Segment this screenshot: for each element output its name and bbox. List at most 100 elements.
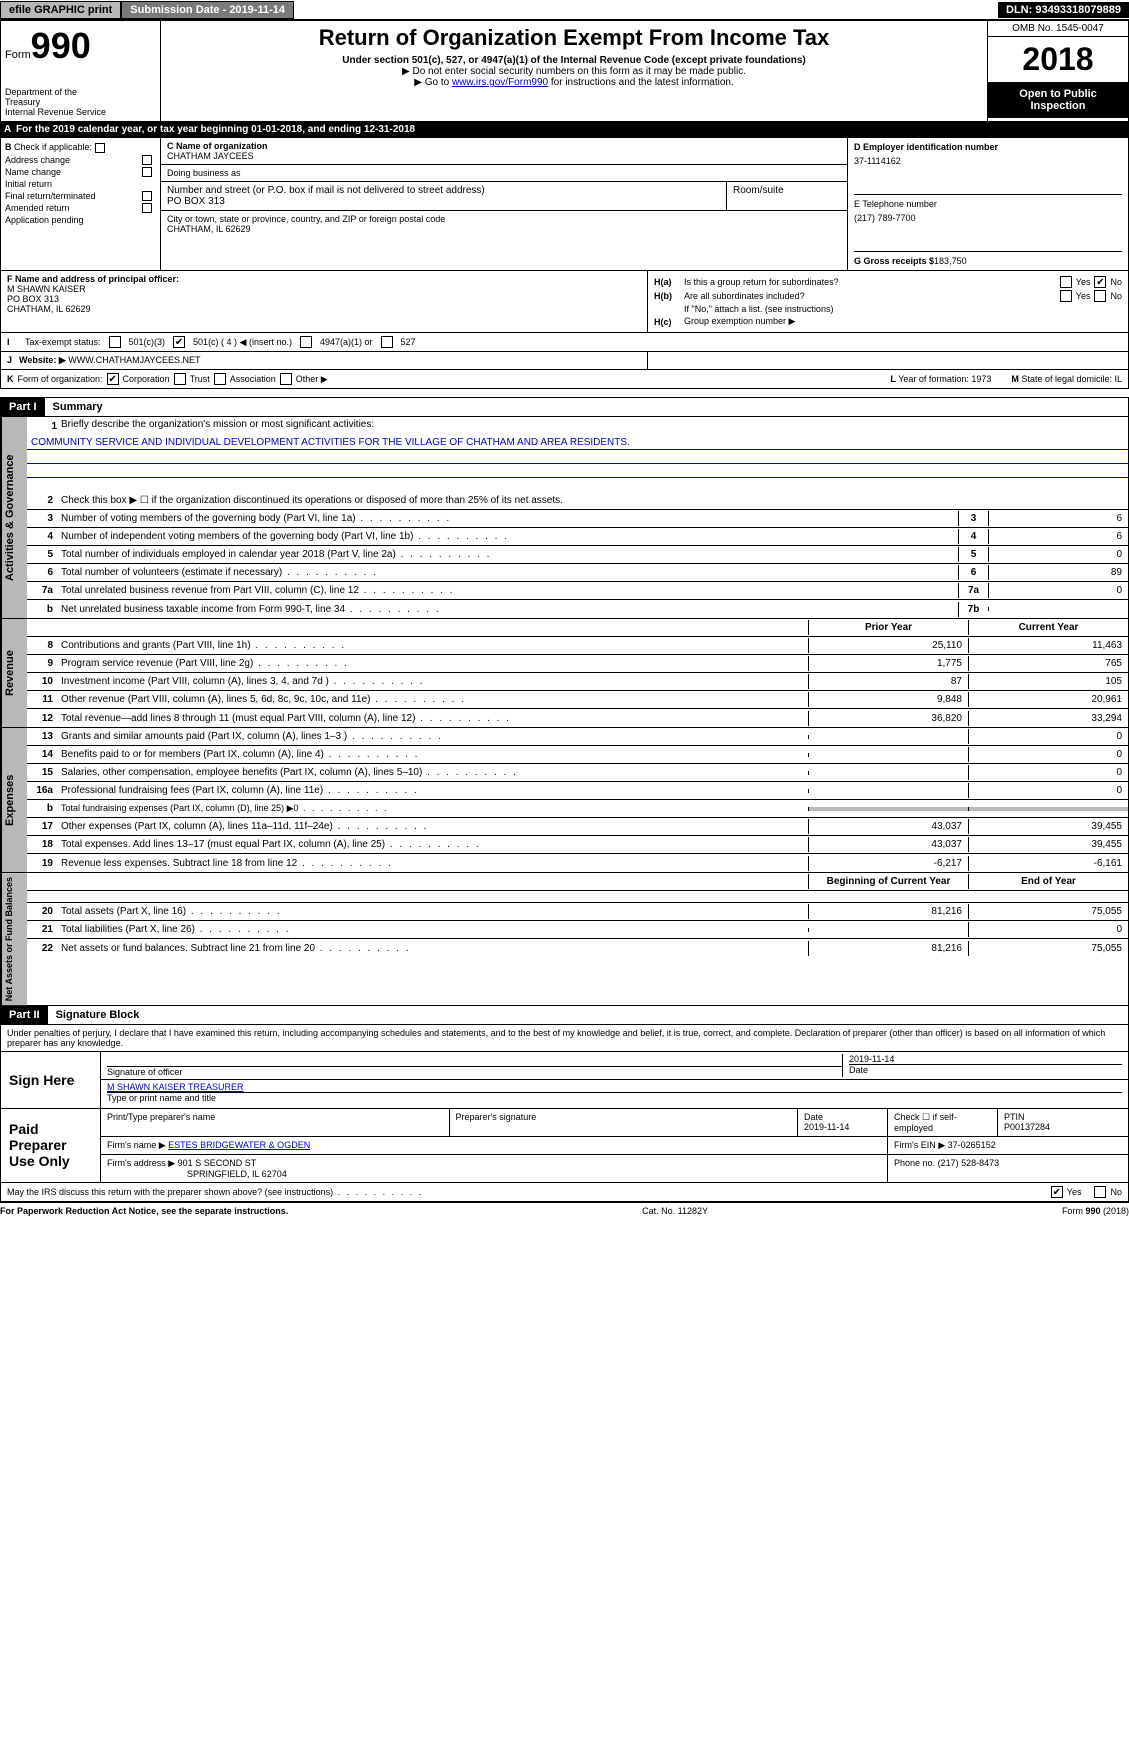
part2-header: Part II Signature Block (0, 1006, 1129, 1025)
ein-value: 37-1114162 (854, 156, 1122, 166)
signature-block: Under penalties of perjury, I declare th… (0, 1025, 1129, 1202)
row-fh: F Name and address of principal officer:… (0, 271, 1129, 333)
net-line: 20Total assets (Part X, line 16)81,21675… (27, 903, 1128, 921)
subtitle-1: Under section 501(c), 527, or 4947(a)(1)… (169, 55, 979, 66)
527-checkbox[interactable] (381, 336, 393, 348)
gov-line: 4Number of independent voting members of… (27, 528, 1128, 546)
b-label: B (5, 142, 12, 152)
gov-line: 6Total number of volunteers (estimate if… (27, 564, 1128, 582)
sig-name-line: M SHAWN KAISER TREASURER Type or print n… (101, 1080, 1128, 1106)
part1-header: Part I Summary (0, 397, 1129, 417)
row-j: J Website: ▶ WWW.CHATHAMJAYCEES.NET (0, 352, 1129, 370)
title-box: Return of Organization Exempt From Incom… (161, 21, 988, 121)
ha-no-checkbox[interactable] (1094, 276, 1106, 288)
hb-no-checkbox[interactable] (1094, 290, 1106, 302)
header-row: Form990 Department of theTreasuryInterna… (0, 20, 1129, 122)
check-address: Address change (5, 155, 156, 165)
dln-label: DLN: 93493318079889 (998, 2, 1129, 18)
rev-line: 12Total revenue—add lines 8 through 11 (… (27, 709, 1128, 727)
rev-header: Prior Year Current Year (27, 619, 1128, 637)
gross-row: G Gross receipts $183,750 (854, 256, 1122, 266)
sig-officer-line: Signature of officer 2019-11-14 Date (101, 1052, 1128, 1080)
street-row: Number and street (or P.O. box if mail i… (161, 182, 727, 210)
governance-section: Activities & Governance 1 Briefly descri… (0, 417, 1129, 619)
checkbox[interactable] (142, 191, 152, 201)
row-i: I Tax-exempt status: 501(c)(3) 501(c) ( … (0, 333, 1129, 352)
top-bar: efile GRAPHIC print Submission Date - 20… (0, 0, 1129, 20)
tax-year: 2018 (988, 37, 1128, 82)
vtab-netassets: Net Assets or Fund Balances (1, 873, 27, 1005)
irs-link[interactable]: www.irs.gov/Form990 (452, 77, 548, 88)
sign-here-label: Sign Here (1, 1052, 101, 1108)
assoc-checkbox[interactable] (214, 373, 226, 385)
col-d: D Employer identification number 37-1114… (848, 138, 1128, 270)
expenses-section: Expenses 13Grants and similar amounts pa… (0, 728, 1129, 873)
gov-line: bNet unrelated business taxable income f… (27, 600, 1128, 618)
officer-addr2: CHATHAM, IL 62629 (7, 304, 641, 314)
col-h: H(a) Is this a group return for subordin… (648, 271, 1128, 332)
section-bcd: B Check if applicable: Address change Na… (0, 137, 1129, 271)
ha-row: H(a) Is this a group return for subordin… (654, 276, 1122, 288)
net-line: 21Total liabilities (Part X, line 26)0 (27, 921, 1128, 939)
gross-value: 183,750 (934, 256, 967, 266)
ha-yes-checkbox[interactable] (1060, 276, 1072, 288)
prep-line-1: Print/Type preparer's name Preparer's si… (101, 1109, 1128, 1137)
exp-line: 16aProfessional fundraising fees (Part I… (27, 782, 1128, 800)
rev-line: 10Investment income (Part VIII, column (… (27, 673, 1128, 691)
mission-text: COMMUNITY SERVICE AND INDIVIDUAL DEVELOP… (27, 436, 1128, 450)
tel-value: (217) 789-7700 (854, 213, 1122, 223)
prep-line-2: Firm's name ▶ ESTES BRIDGEWATER & OGDEN … (101, 1137, 1128, 1155)
officer-name: M SHAWN KAISER (7, 284, 641, 294)
form-title: Return of Organization Exempt From Incom… (169, 25, 979, 51)
omb-number: OMB No. 1545-0047 (988, 21, 1128, 37)
checkbox[interactable] (142, 203, 152, 213)
checkbox[interactable] (142, 167, 152, 177)
hb-yes-checkbox[interactable] (1060, 290, 1072, 302)
city-value: CHATHAM, IL 62629 (167, 224, 841, 234)
501c3-checkbox[interactable] (109, 336, 121, 348)
form-prefix: Form (5, 49, 31, 61)
footer-center: Cat. No. 11282Y (642, 1206, 708, 1216)
mission-blank3 (27, 478, 1128, 492)
room-row: Room/suite (727, 182, 847, 210)
efile-label: efile GRAPHIC print (0, 1, 121, 19)
col-c: C Name of organization CHATHAM JAYCEES D… (161, 138, 848, 270)
row-a-label: A (4, 124, 16, 135)
prep-line-3: Firm's address ▶ 901 S SECOND STSPRINGFI… (101, 1155, 1128, 1182)
row-a-text: For the 2019 calendar year, or tax year … (16, 124, 415, 135)
check-pending: Application pending (5, 215, 156, 225)
rev-line: 8Contributions and grants (Part VIII, li… (27, 637, 1128, 655)
other-checkbox[interactable] (280, 373, 292, 385)
hc-row: H(c) Group exemption number ▶ (654, 316, 1122, 327)
footer-left: For Paperwork Reduction Act Notice, see … (0, 1206, 288, 1216)
exp-line: 18Total expenses. Add lines 13–17 (must … (27, 836, 1128, 854)
col-b: B Check if applicable: Address change Na… (1, 138, 161, 270)
checkbox[interactable] (142, 155, 152, 165)
dba-row: Doing business as (161, 165, 847, 182)
checkbox[interactable] (95, 143, 105, 153)
discuss-yes-checkbox[interactable] (1051, 1186, 1063, 1198)
check-name: Name change (5, 167, 156, 177)
corp-checkbox[interactable] (107, 373, 119, 385)
gov-line: 5Total number of individuals employed in… (27, 546, 1128, 564)
501c-checkbox[interactable] (173, 336, 185, 348)
street-value: PO BOX 313 (167, 196, 720, 207)
4947-checkbox[interactable] (300, 336, 312, 348)
gov-line: 7aTotal unrelated business revenue from … (27, 582, 1128, 600)
footer-right: Form 990 (2018) (1062, 1206, 1129, 1216)
trust-checkbox[interactable] (174, 373, 186, 385)
vtab-revenue: Revenue (1, 619, 27, 727)
hb-row: H(b) Are all subordinates included? Yes … (654, 290, 1122, 302)
open-inspection: Open to Public Inspection (988, 82, 1128, 118)
form-box: Form990 Department of theTreasuryInterna… (1, 21, 161, 121)
preparer-section: PaidPreparerUse Only Print/Type preparer… (1, 1108, 1128, 1182)
dept-label: Department of theTreasuryInternal Revenu… (5, 87, 156, 117)
discuss-row: May the IRS discuss this return with the… (1, 1182, 1128, 1201)
vtab-expenses: Expenses (1, 728, 27, 872)
hb-note: If "No," attach a list. (see instruction… (654, 304, 1122, 314)
form-number: 990 (31, 25, 91, 66)
vtab-governance: Activities & Governance (1, 417, 27, 618)
perjury-text: Under penalties of perjury, I declare th… (1, 1025, 1128, 1052)
discuss-no-checkbox[interactable] (1094, 1186, 1106, 1198)
officer-addr1: PO BOX 313 (7, 294, 641, 304)
